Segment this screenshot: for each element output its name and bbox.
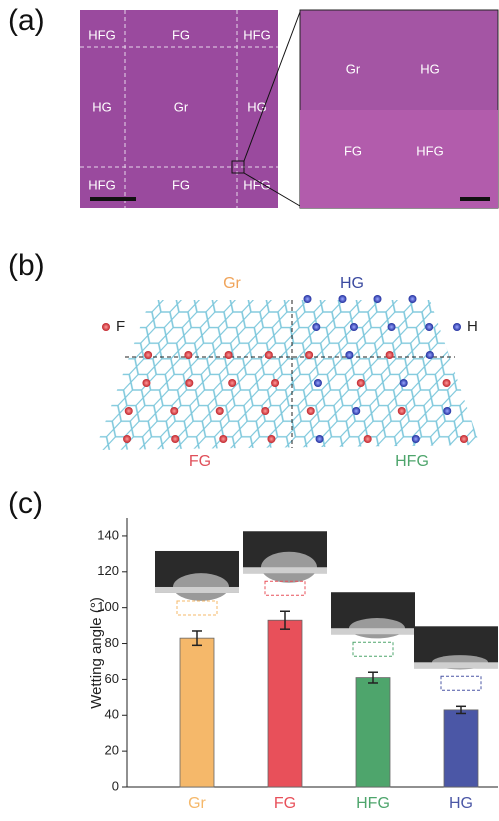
atom [185,379,193,387]
atom [219,435,227,443]
y-tick-label: 100 [97,599,119,614]
molecule [441,676,481,690]
y-tick-label: 60 [105,671,119,686]
legend-text: H [467,318,478,335]
atom [386,351,394,359]
bar [444,710,478,787]
atom [304,295,312,303]
y-tick-label: 40 [105,707,119,722]
panel-label: (b) [8,249,45,282]
molecule [177,601,217,615]
atom [374,295,382,303]
region-label: HFG [88,27,115,42]
atom [364,435,372,443]
atom [271,379,279,387]
page: (a) HFGFGHFGHGGrHGHFGFGHFG GrHGFGHFG (b)… [0,0,499,816]
scale-bar [460,197,490,201]
atom [170,407,178,415]
legend-dot [453,323,461,331]
x-tick-label: FG [274,795,296,812]
y-tick-label: 80 [105,635,119,650]
atom [261,407,269,415]
atom [388,323,396,331]
region-label: Gr [223,275,241,292]
atom [425,323,433,331]
region-label: HFG [243,177,270,192]
atom [398,407,406,415]
bar [180,638,214,787]
lattice-sheet [95,300,480,450]
region-label: FG [172,177,190,192]
atom [443,407,451,415]
atom [123,435,131,443]
substrate [243,567,327,573]
atom [228,379,236,387]
figure: (a) HFGFGHFGHGGrHGHFGFGHFG GrHGFGHFG (b)… [0,0,499,816]
substrate [331,628,415,634]
zoom-region [300,110,498,208]
region-label: HG [340,275,364,292]
atom [265,351,273,359]
substrate [414,662,498,668]
region-label: HFG [416,143,443,158]
scale-bar [90,197,136,201]
atom [350,323,358,331]
y-tick-label: 140 [97,527,119,542]
atom [357,379,365,387]
x-tick-label: HG [449,795,473,812]
molecule [353,642,393,656]
x-tick-label: Gr [188,795,206,812]
atom [460,435,468,443]
molecule [265,581,305,595]
region-label: FG [172,27,190,42]
atom [352,407,360,415]
atom [142,379,150,387]
legend-dot [102,323,110,331]
x-tick-label: HFG [356,795,390,812]
y-tick-label: 20 [105,743,119,758]
atom [345,351,353,359]
atom [412,435,420,443]
atom [216,407,224,415]
region-label: HFG [88,177,115,192]
substrate [155,587,239,593]
atom [225,351,233,359]
atom [267,435,275,443]
atom [125,407,133,415]
region-label: HG [420,61,440,76]
region-label: HFG [395,453,429,470]
panel-label: (a) [8,4,45,37]
region-label: HFG [243,27,270,42]
atom [409,295,417,303]
legend-text: F [116,318,125,335]
atom [316,435,324,443]
y-tick-label: 0 [112,778,119,793]
atom [339,295,347,303]
atom [307,407,315,415]
region-label: FG [189,453,211,470]
y-tick-label: 120 [97,563,119,578]
atom [314,379,322,387]
region-label: HG [92,99,112,114]
region-label: Gr [174,99,189,114]
atom [400,379,408,387]
atom [443,379,451,387]
atom [184,351,192,359]
atom [144,351,152,359]
atom [171,435,179,443]
panel-label: (c) [8,487,43,520]
atom [305,351,313,359]
atom [312,323,320,331]
bar [268,620,302,787]
atom [426,351,434,359]
region-label: Gr [346,61,361,76]
region-label: FG [344,143,362,158]
bar [356,678,390,787]
